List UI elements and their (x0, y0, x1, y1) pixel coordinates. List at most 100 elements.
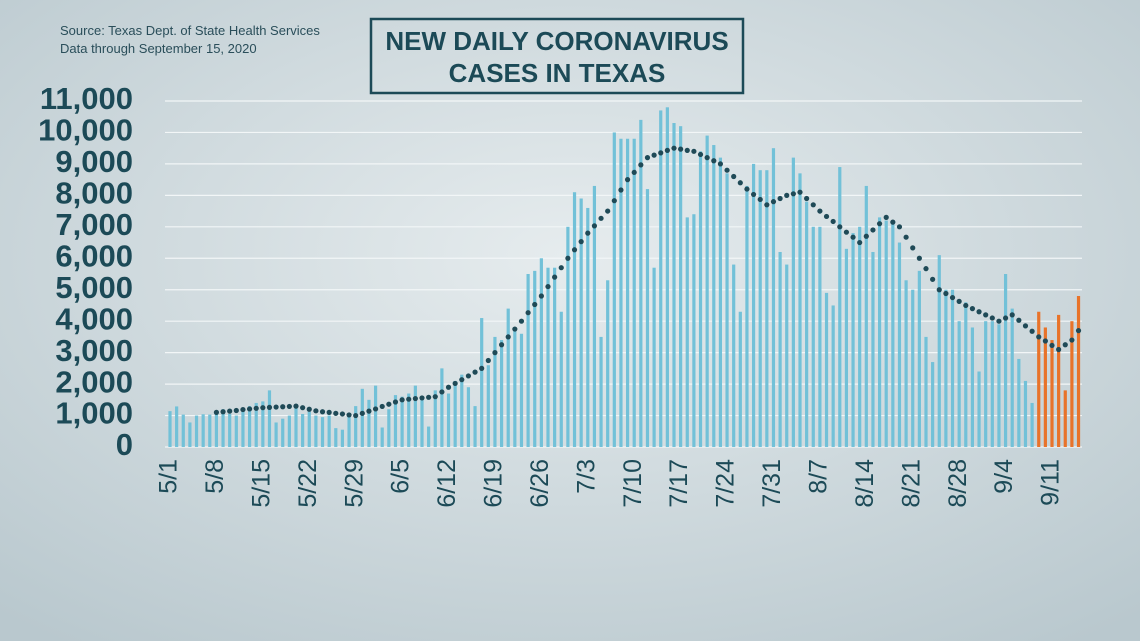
average-dot (717, 161, 724, 167)
average-dot (737, 180, 743, 186)
bar (831, 305, 835, 447)
bar (228, 413, 232, 447)
average-dot (512, 326, 518, 332)
note: Data through September 15, 2020 (60, 41, 257, 56)
bar (805, 201, 809, 447)
bar (751, 163, 756, 447)
bar (659, 110, 663, 447)
y-tick-label: 4,000 (55, 301, 133, 336)
average-dot (996, 318, 1002, 324)
average-dot (810, 202, 816, 208)
average-dot (691, 148, 697, 154)
bar (924, 336, 928, 447)
bar (685, 217, 689, 447)
x-tick-label: 5/8 (201, 459, 229, 494)
average-dot (658, 150, 664, 156)
bar (679, 126, 683, 447)
average-dot (571, 247, 578, 253)
bar (990, 321, 994, 447)
x-tick-label: 5/1 (155, 459, 183, 494)
bar (1076, 296, 1081, 447)
average-dot (883, 214, 889, 220)
bar (201, 414, 205, 447)
x-tick-label: 5/15 (247, 459, 275, 508)
bar (1010, 308, 1014, 447)
bar (387, 409, 391, 447)
source: Source: Texas Dept. of State Health Serv… (60, 23, 320, 38)
bar (692, 214, 696, 447)
bar (446, 393, 451, 447)
bar (712, 145, 716, 447)
average-dot (485, 357, 491, 364)
bar (506, 308, 510, 447)
bar (440, 368, 444, 447)
bar (1017, 358, 1021, 447)
average-dot (525, 310, 531, 316)
bar (718, 157, 723, 448)
average-dot (492, 350, 498, 356)
bar (778, 251, 782, 447)
average-dot (439, 389, 445, 395)
bar (486, 365, 490, 447)
average-dot (644, 155, 651, 161)
bar (314, 415, 318, 447)
average-dot (273, 404, 279, 410)
average-dot (711, 158, 717, 164)
bar (864, 185, 868, 447)
bar (340, 429, 345, 447)
bar (937, 255, 941, 447)
average-dot (976, 309, 982, 315)
average-dot (624, 177, 631, 183)
average-dot (346, 412, 352, 418)
average-dot (870, 227, 876, 233)
y-tick-label: 0 (116, 427, 133, 462)
average-dot (472, 369, 478, 375)
bar (453, 380, 457, 447)
average-dot (253, 405, 259, 411)
x-tick-label: 6/26 (526, 459, 554, 508)
average-dot (300, 405, 306, 411)
bar (997, 324, 1001, 447)
bar (931, 362, 935, 447)
bar (758, 170, 762, 447)
bar (771, 148, 776, 447)
bar (844, 248, 849, 447)
bar (824, 292, 829, 447)
average-dot (896, 224, 903, 230)
average-dot (684, 147, 690, 153)
average-dot (565, 255, 571, 261)
bar (320, 417, 325, 447)
average-dot (678, 146, 684, 152)
bar (301, 413, 305, 447)
x-tick-label: 9/11 (1037, 459, 1065, 506)
bar (944, 289, 948, 447)
y-tick-label: 8,000 (55, 176, 133, 211)
average-dot (618, 187, 624, 193)
average-dot (724, 167, 730, 173)
average-dot (963, 302, 969, 309)
average-dot (731, 173, 737, 180)
average-dot (1009, 312, 1015, 318)
average-dot (353, 412, 359, 419)
bar (977, 371, 981, 447)
average-dot (989, 315, 995, 321)
bar (917, 270, 921, 447)
bar (950, 289, 955, 447)
bar (559, 311, 563, 447)
bar (639, 119, 643, 447)
bar (247, 406, 252, 447)
average-dot (804, 195, 810, 202)
bar (373, 385, 378, 447)
average-dot (697, 151, 704, 158)
average-dot (750, 191, 757, 198)
average-dot (949, 294, 956, 301)
bar (586, 207, 590, 447)
average-dot (498, 342, 505, 348)
average-dot (426, 394, 432, 400)
average-dot (1075, 328, 1082, 334)
average-dot (459, 377, 465, 383)
bar (407, 393, 411, 447)
bar (1063, 390, 1067, 447)
bar (579, 198, 583, 447)
